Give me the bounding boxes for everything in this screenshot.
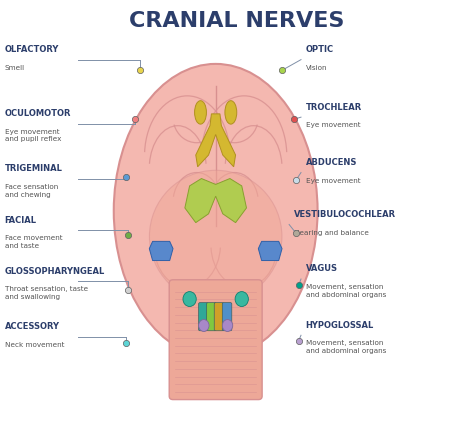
Ellipse shape (225, 101, 237, 124)
Text: TRIGEMINAL: TRIGEMINAL (5, 164, 63, 173)
Polygon shape (258, 242, 282, 261)
Text: FACIAL: FACIAL (5, 216, 37, 225)
Ellipse shape (199, 320, 209, 331)
Text: Hearing and balance: Hearing and balance (294, 230, 369, 236)
Text: Smell: Smell (5, 65, 25, 71)
Text: HYPOGLOSSAL: HYPOGLOSSAL (306, 321, 374, 330)
Text: Vision: Vision (306, 65, 327, 71)
Polygon shape (185, 178, 246, 223)
FancyBboxPatch shape (207, 302, 216, 331)
Ellipse shape (235, 291, 248, 306)
Text: Eye movement: Eye movement (306, 122, 360, 128)
Ellipse shape (194, 101, 207, 124)
Text: Throat sensation, taste
and swallowing: Throat sensation, taste and swallowing (5, 286, 88, 300)
Text: Eye movement
and pupil reflex: Eye movement and pupil reflex (5, 129, 61, 142)
Ellipse shape (149, 170, 282, 302)
Text: OCULOMOTOR: OCULOMOTOR (5, 109, 71, 118)
Text: Neck movement: Neck movement (5, 342, 64, 348)
Text: Movement, sensation
and abdominal organs: Movement, sensation and abdominal organs (306, 284, 386, 298)
Polygon shape (149, 242, 173, 261)
Ellipse shape (222, 320, 233, 331)
Text: OLFACTORY: OLFACTORY (5, 45, 59, 54)
Ellipse shape (183, 291, 196, 306)
FancyBboxPatch shape (214, 302, 224, 331)
Polygon shape (196, 114, 236, 167)
Text: Face sensation
and chewing: Face sensation and chewing (5, 184, 58, 198)
Text: ABDUCENS: ABDUCENS (306, 158, 357, 167)
Ellipse shape (114, 64, 318, 358)
Text: GLOSSOPHARYNGEAL: GLOSSOPHARYNGEAL (5, 267, 105, 276)
Text: CRANIAL NERVES: CRANIAL NERVES (129, 11, 345, 31)
FancyBboxPatch shape (222, 302, 232, 331)
Text: OPTIC: OPTIC (306, 45, 334, 54)
Text: Face movement
and taste: Face movement and taste (5, 235, 63, 249)
Text: Movement, sensation
and abdominal organs: Movement, sensation and abdominal organs (306, 340, 386, 354)
Text: ACCESSORY: ACCESSORY (5, 322, 60, 331)
FancyBboxPatch shape (169, 280, 262, 400)
Text: TROCHLEAR: TROCHLEAR (306, 103, 362, 112)
Text: Eye movement: Eye movement (306, 178, 360, 184)
FancyBboxPatch shape (199, 302, 208, 331)
Text: VAGUS: VAGUS (306, 265, 338, 273)
Text: VESTIBULOCOCHLEAR: VESTIBULOCOCHLEAR (294, 210, 396, 219)
